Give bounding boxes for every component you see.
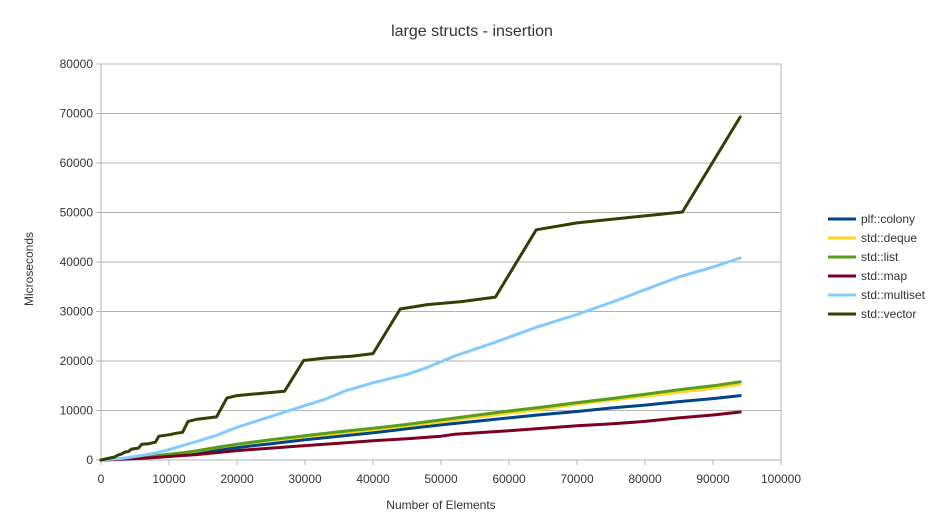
x-tick-label: 0: [98, 472, 105, 486]
x-tick-label: 20000: [220, 472, 254, 486]
x-tick-label: 40000: [356, 472, 390, 486]
y-tick-label: 0: [86, 453, 93, 467]
y-tick-label: 80000: [60, 57, 94, 71]
series-line-std-vector: [99, 115, 742, 462]
y-tick-label: 20000: [60, 354, 94, 368]
legend-label: std::list: [861, 250, 899, 264]
y-tick-label: 10000: [60, 404, 94, 418]
y-axis-ticks: 0 10000 20000 30000 40000 50000 60000 70000 8000…: [60, 57, 101, 467]
y-tick-label: 60000: [60, 156, 94, 170]
x-tick-label: 90000: [696, 472, 730, 486]
x-tick-label: 80000: [628, 472, 662, 486]
x-tick-label: 60000: [492, 472, 526, 486]
y-tick-label: 40000: [60, 255, 94, 269]
legend-label: std::map: [861, 269, 907, 283]
legend-label: plf::colony: [861, 212, 915, 226]
series-lines: [99, 115, 742, 462]
x-tick-label: 100000: [761, 472, 801, 486]
x-tick-label: 70000: [560, 472, 594, 486]
y-axis-label: Microseconds: [22, 232, 36, 306]
legend-label: std::vector: [861, 307, 916, 321]
series-line-std-multiset: [99, 256, 742, 462]
x-axis-label: Number of Elements: [386, 498, 495, 512]
legend-label: std::deque: [861, 231, 917, 245]
x-tick-label: 10000: [152, 472, 186, 486]
legend-label: std::multiset: [861, 288, 926, 302]
x-axis-ticks: 0 10000 20000 30000 40000 50000 60000 70000 8000…: [98, 460, 801, 486]
legend: plf::colonystd::dequestd::liststd::mapst…: [828, 212, 926, 321]
x-tick-label: 30000: [288, 472, 322, 486]
grid: [101, 113, 781, 411]
series-line-std-map: [99, 410, 742, 462]
y-tick-label: 70000: [60, 107, 94, 121]
y-tick-label: 30000: [60, 305, 94, 319]
chart-title: large structs - insertion: [391, 23, 553, 40]
x-tick-label: 50000: [424, 472, 458, 486]
y-tick-label: 50000: [60, 206, 94, 220]
